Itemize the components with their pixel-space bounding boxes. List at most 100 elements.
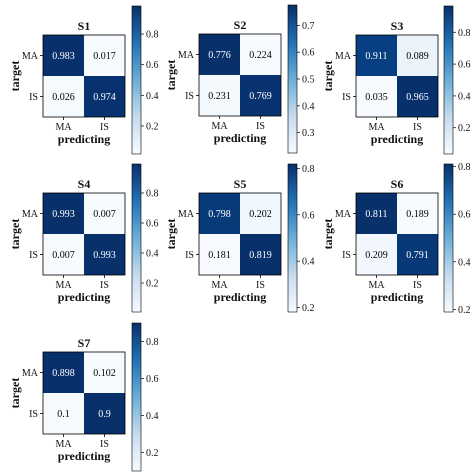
heatmap-cell [199,193,240,234]
heatmap-cell [84,234,125,275]
x-tick-label: IS [413,280,422,291]
colorbar-tick-label: 0.6 [146,60,159,71]
matrix-frame [42,192,126,276]
y-axis-label: target [321,219,335,250]
cell-value: 0.791 [406,250,429,261]
colorbar-tick-label: 0.6 [146,218,159,229]
x-tick-label: IS [256,280,265,291]
cell-value: 0.911 [365,51,387,62]
y-tick-label: MA [22,209,39,220]
colorbar-tick-label: 0.6 [458,60,471,71]
x-tick-label: IS [413,122,422,133]
cell-value: 0.102 [93,368,116,379]
colorbar-tick-label: 0.6 [458,210,471,221]
matrix-frame [355,192,439,276]
cell-value: 0.202 [249,209,272,220]
panel-title: S5 [234,177,247,191]
colorbar-tick-label: 0.4 [302,257,315,268]
colorbar-tick-label: 0.3 [302,128,315,139]
panel-title: S3 [391,19,404,33]
heatmap-cell [84,76,125,117]
heatmap-cell [397,35,438,76]
heatmap-cell [356,193,397,234]
matrix-frame [198,192,282,276]
cell-value: 0.965 [406,92,429,103]
cell-value: 0.189 [406,209,429,220]
x-axis-label: predicting [371,132,423,146]
cell-value: 0.224 [249,50,272,61]
x-tick-label: MA [55,280,72,291]
y-tick-label: MA [22,368,39,379]
y-tick-label: IS [185,91,194,102]
cell-value: 0.035 [365,92,388,103]
colorbar-tick-label: 0.7 [302,21,315,32]
cell-value: 0.017 [93,51,116,62]
colorbar [443,5,454,155]
colorbar-tick-label: 0.4 [146,411,159,422]
y-tick-label: MA [335,209,352,220]
cell-value: 0.898 [52,368,75,379]
y-axis-label: target [321,61,335,92]
cell-value: 0.974 [93,92,116,103]
cell-value: 0.007 [93,209,116,220]
colorbar-tick-label: 0.4 [146,91,159,102]
panel-title: S6 [391,177,404,191]
heatmap-cell [356,35,397,76]
heatmap-cell [43,35,84,76]
matrix-frame [355,34,439,118]
cell-value: 0.993 [93,250,116,261]
heatmap-cell [43,76,84,117]
colorbar-tick-label: 0.2 [458,123,471,134]
colorbar-tick-label: 0.6 [302,48,315,59]
x-tick-label: MA [211,280,228,291]
heatmap-cell [199,34,240,75]
colorbar-tick-label: 0.2 [146,448,159,459]
x-tick-label: IS [100,439,109,450]
cell-value: 0.007 [52,250,75,261]
heatmap-cell [240,193,281,234]
y-tick-label: MA [178,209,195,220]
colorbar [131,5,142,155]
heatmap-cell [84,352,125,393]
x-tick-label: MA [55,439,72,450]
colorbar-tick-label: 0.4 [458,257,471,268]
colorbar [287,163,298,313]
cell-value: 0.209 [365,250,388,261]
cell-value: 0.9 [98,409,111,420]
colorbar-tick-label: 0.8 [302,164,315,175]
heatmap-cell [240,234,281,275]
colorbar-tick-label: 0.8 [458,28,471,39]
x-axis-label: predicting [58,132,110,146]
heatmap-cell [84,393,125,434]
colorbar-tick-label: 0.6 [302,210,315,221]
y-tick-label: IS [29,409,38,420]
cell-value: 0.819 [249,250,272,261]
y-tick-label: IS [185,250,194,261]
heatmap-cell [84,193,125,234]
colorbar-tick-label: 0.8 [146,188,159,199]
cell-value: 0.181 [208,250,231,261]
colorbar [131,163,142,313]
heatmap-cell [397,234,438,275]
heatmap-cell [199,75,240,116]
matrix-frame [42,351,126,435]
panel-title: S4 [78,177,91,191]
x-tick-label: MA [55,122,72,133]
y-axis-label: target [164,219,178,250]
heatmap-cell [43,193,84,234]
y-tick-label: MA [178,50,195,61]
colorbar-tick-label: 0.4 [302,101,315,112]
cell-value: 0.983 [52,51,75,62]
heatmap-cell [240,34,281,75]
heatmap-cell [43,234,84,275]
y-tick-label: IS [342,250,351,261]
x-tick-label: IS [100,280,109,291]
y-axis-label: target [164,60,178,91]
colorbar-tick-label: 0.8 [146,30,159,41]
matrix-frame [42,34,126,118]
